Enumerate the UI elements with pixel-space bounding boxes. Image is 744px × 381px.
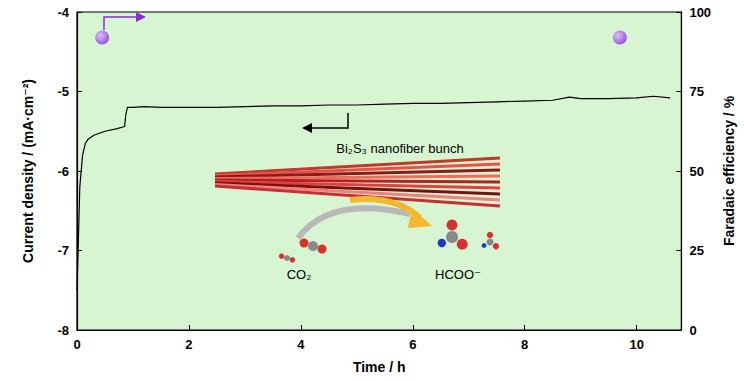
svg-text:Current density / (mA·cm⁻²): Current density / (mA·cm⁻²) (20, 79, 36, 263)
svg-text:CO₂: CO₂ (287, 267, 312, 282)
svg-text:4: 4 (297, 337, 305, 352)
svg-text:100: 100 (689, 5, 711, 20)
svg-text:2: 2 (185, 337, 192, 352)
svg-text:50: 50 (689, 164, 703, 179)
svg-text:75: 75 (689, 84, 703, 99)
svg-text:-8: -8 (57, 323, 69, 338)
svg-text:0: 0 (689, 323, 696, 338)
svg-text:6: 6 (409, 337, 416, 352)
svg-text:Bi₂S₃ nanofiber bunch: Bi₂S₃ nanofiber bunch (336, 141, 463, 156)
svg-text:-4: -4 (57, 5, 69, 20)
svg-text:Time / h: Time / h (353, 359, 406, 375)
svg-text:HCOO⁻: HCOO⁻ (435, 267, 481, 282)
svg-text:10: 10 (629, 337, 643, 352)
svg-text:-5: -5 (57, 84, 69, 99)
svg-text:0: 0 (73, 337, 80, 352)
svg-text:-7: -7 (57, 243, 69, 258)
svg-text:25: 25 (689, 243, 703, 258)
svg-text:8: 8 (521, 337, 528, 352)
svg-text:Faradaic efficiency / %: Faradaic efficiency / % (721, 95, 737, 246)
svg-text:-6: -6 (57, 164, 69, 179)
